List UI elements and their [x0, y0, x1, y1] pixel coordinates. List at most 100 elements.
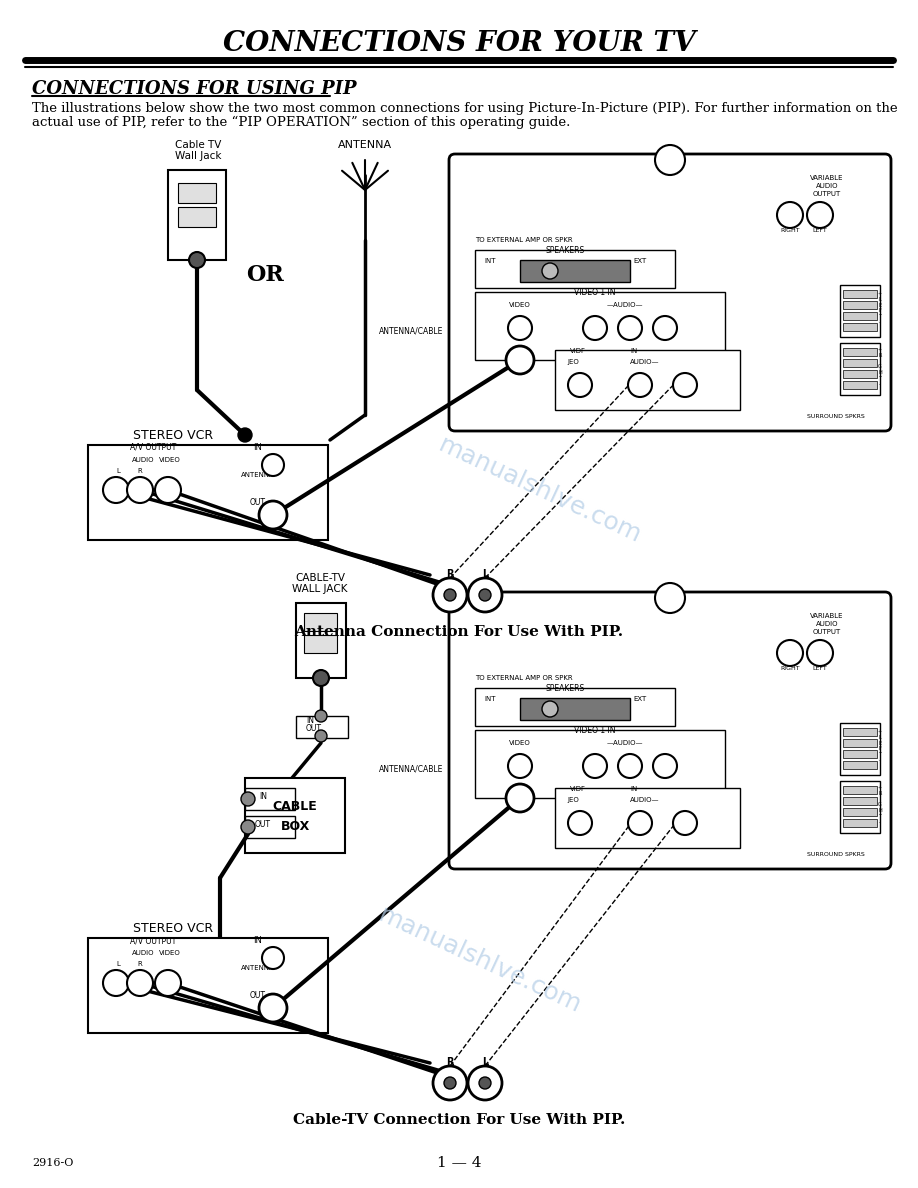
Circle shape: [618, 754, 642, 778]
Text: VIDEO: VIDEO: [509, 302, 531, 308]
Circle shape: [479, 1078, 491, 1089]
Circle shape: [807, 202, 833, 228]
Bar: [555, 350, 740, 410]
Text: OUTPUT: OUTPUT: [812, 628, 841, 636]
Circle shape: [655, 583, 685, 613]
Bar: [843, 750, 877, 758]
Bar: [88, 446, 328, 541]
Circle shape: [444, 1078, 456, 1089]
Text: STEREO VCR: STEREO VCR: [133, 429, 213, 442]
Bar: [843, 808, 877, 816]
Text: ANTENNA/CABLE: ANTENNA/CABLE: [378, 764, 443, 773]
Text: OUTPUT: OUTPUT: [812, 191, 841, 197]
Bar: [520, 260, 630, 282]
Text: 1 — 4: 1 — 4: [437, 1156, 481, 1170]
Text: VARIABLE: VARIABLE: [811, 613, 844, 619]
Circle shape: [103, 969, 129, 996]
Text: L: L: [482, 1057, 488, 1067]
Text: A/V OUTPUT: A/V OUTPUT: [129, 936, 176, 944]
Bar: [296, 716, 348, 738]
Text: LEFT: LEFT: [812, 666, 827, 671]
Bar: [178, 183, 216, 203]
Text: RIGHT: RIGHT: [780, 228, 800, 233]
Text: A/V OUTPUT: A/V OUTPUT: [129, 443, 176, 451]
Bar: [475, 292, 725, 360]
Text: RIGHT: RIGHT: [780, 666, 800, 671]
Circle shape: [506, 784, 534, 813]
Text: CONNECTIONS FOR YOUR TV: CONNECTIONS FOR YOUR TV: [223, 30, 695, 57]
Text: 2916-O: 2916-O: [32, 1158, 73, 1168]
Circle shape: [583, 316, 607, 340]
Text: OUT: OUT: [306, 723, 322, 733]
Text: TO EXTERNAL AMP OR SPKR: TO EXTERNAL AMP OR SPKR: [475, 675, 573, 681]
Text: IN: IN: [259, 792, 267, 801]
Bar: [168, 170, 226, 260]
Bar: [843, 312, 877, 320]
Bar: [296, 604, 346, 678]
Circle shape: [653, 754, 677, 778]
Text: ANTENNA/CABLE: ANTENNA/CABLE: [378, 326, 443, 335]
Circle shape: [568, 373, 592, 397]
Text: The illustrations below show the two most common connections for using Picture-I: The illustrations below show the two mos…: [32, 102, 898, 115]
Text: CONNECTIONS FOR USING PIP: CONNECTIONS FOR USING PIP: [32, 80, 356, 97]
Bar: [843, 762, 877, 769]
Bar: [843, 369, 877, 378]
Bar: [520, 699, 630, 720]
Text: SURROUND SPKRS: SURROUND SPKRS: [807, 852, 865, 857]
Text: —AUDIO—: —AUDIO—: [607, 302, 644, 308]
Text: SPEAKERS: SPEAKERS: [545, 684, 585, 693]
Text: OR: OR: [246, 264, 284, 286]
Bar: [178, 207, 216, 227]
Text: Cable TV: Cable TV: [174, 140, 221, 150]
Text: SPEAKERS: SPEAKERS: [545, 246, 585, 255]
Text: JEO: JEO: [567, 797, 578, 803]
Circle shape: [583, 754, 607, 778]
Bar: [843, 819, 877, 827]
Circle shape: [653, 316, 677, 340]
Text: EXT: EXT: [633, 258, 646, 264]
Text: OUT: OUT: [250, 991, 266, 1000]
Circle shape: [506, 346, 534, 374]
Bar: [843, 797, 877, 805]
Text: VIDEO: VIDEO: [509, 740, 531, 746]
Bar: [843, 359, 877, 367]
Text: INT: INT: [485, 258, 496, 264]
Text: Antenna Connection For Use With PIP.: Antenna Connection For Use With PIP.: [295, 625, 623, 639]
Circle shape: [568, 811, 592, 835]
Bar: [475, 249, 675, 287]
Circle shape: [259, 994, 287, 1022]
Text: actual use of PIP, refer to the “PIP OPERATION” section of this operating guide.: actual use of PIP, refer to the “PIP OPE…: [32, 116, 570, 129]
Circle shape: [479, 589, 491, 601]
Circle shape: [315, 729, 327, 742]
Text: VIDF: VIDF: [570, 348, 586, 354]
Text: IN: IN: [253, 936, 263, 944]
Bar: [475, 688, 675, 726]
Text: AUDIO: AUDIO: [132, 457, 154, 463]
Text: STEREO VCR: STEREO VCR: [133, 922, 213, 935]
Circle shape: [259, 501, 287, 529]
Text: VIDEO: VIDEO: [159, 950, 181, 956]
Text: L: L: [482, 569, 488, 579]
Text: IN: IN: [630, 786, 637, 792]
Bar: [843, 290, 877, 298]
Text: manualshlve.com: manualshlve.com: [435, 432, 645, 548]
Circle shape: [777, 202, 803, 228]
Circle shape: [433, 1066, 467, 1100]
Circle shape: [542, 701, 558, 718]
Circle shape: [508, 754, 532, 778]
Text: —AUDIO—: —AUDIO—: [607, 740, 644, 746]
FancyBboxPatch shape: [449, 592, 891, 868]
Text: AUDIO: AUDIO: [816, 183, 838, 189]
Circle shape: [155, 478, 181, 503]
Text: AUDIO: AUDIO: [816, 621, 838, 627]
Text: +
L
E
F
T
-: + L E F T -: [878, 729, 882, 763]
Circle shape: [807, 640, 833, 666]
Text: L: L: [116, 961, 120, 967]
Circle shape: [628, 811, 652, 835]
Text: CABLE: CABLE: [273, 800, 318, 813]
Bar: [475, 729, 725, 798]
Circle shape: [628, 373, 652, 397]
Text: VIDEO 1 IN: VIDEO 1 IN: [575, 726, 616, 735]
Text: VIDEO 1 IN: VIDEO 1 IN: [575, 287, 616, 297]
Text: OUT: OUT: [255, 820, 271, 829]
